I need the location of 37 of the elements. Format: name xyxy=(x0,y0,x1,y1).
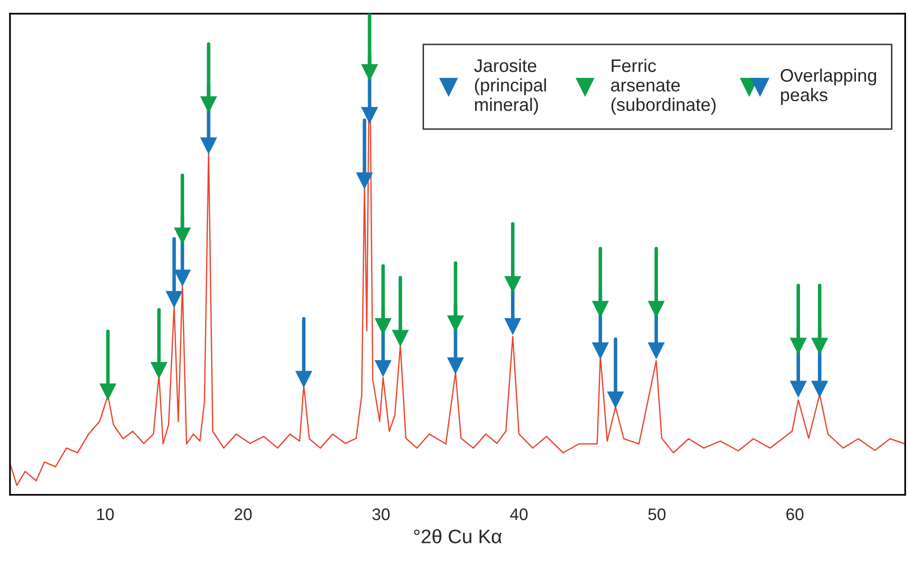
x-tick-label: 40 xyxy=(510,508,528,520)
point xyxy=(150,362,168,380)
point xyxy=(648,300,665,318)
point xyxy=(648,342,665,360)
point xyxy=(811,380,828,398)
point xyxy=(790,380,807,398)
point xyxy=(374,360,392,378)
point xyxy=(790,338,807,355)
point xyxy=(392,330,409,347)
point xyxy=(99,384,116,401)
x-tick-label: 50 xyxy=(648,508,666,520)
point xyxy=(811,338,828,355)
x-tick-label: 10 xyxy=(97,508,114,520)
x-tick-label: 20 xyxy=(234,508,252,520)
point xyxy=(295,370,312,388)
legend-label: Jarosite (principal mineral) xyxy=(474,58,546,115)
x-axis-title: °2θ Cu Kα xyxy=(414,529,502,544)
point xyxy=(174,270,191,287)
point xyxy=(607,391,624,408)
point xyxy=(447,357,464,374)
point xyxy=(374,318,392,336)
point xyxy=(447,315,464,332)
point xyxy=(361,64,378,82)
point xyxy=(504,318,522,336)
point xyxy=(504,276,522,294)
point xyxy=(356,172,373,190)
point xyxy=(361,107,378,124)
x-tick-label: 30 xyxy=(372,508,390,520)
point xyxy=(200,96,218,114)
x-tick-label: 60 xyxy=(786,508,804,520)
annotation: Overlapping peaks xyxy=(780,68,876,105)
legend-label: Ferric arsenate (subordinate) xyxy=(611,58,716,115)
point xyxy=(200,137,218,154)
point xyxy=(174,228,191,245)
point xyxy=(592,300,609,318)
point xyxy=(592,342,609,360)
point xyxy=(166,291,183,308)
